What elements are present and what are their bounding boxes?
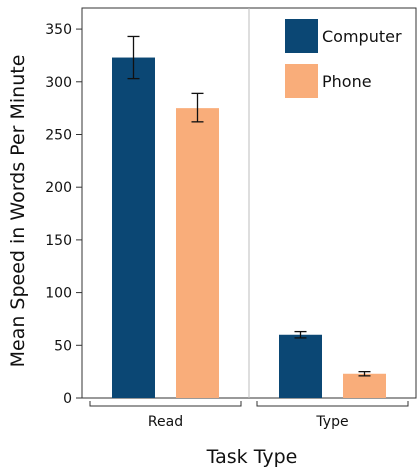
bars xyxy=(112,57,386,399)
y-tick-label-300: 300 xyxy=(45,75,72,91)
category-bracket-type xyxy=(256,401,409,407)
x-axis: Read Type xyxy=(89,401,409,430)
y-tick-label-350: 350 xyxy=(45,22,72,38)
bar-computer-read xyxy=(112,57,155,399)
bar-phone-read xyxy=(176,108,219,398)
bar-phone-type xyxy=(343,373,386,398)
legend-swatch-computer xyxy=(285,19,318,53)
y-tick-label-200: 200 xyxy=(45,180,72,196)
y-tick-label-50: 50 xyxy=(54,338,72,354)
legend-swatch-phone xyxy=(285,64,318,98)
plot-frame xyxy=(81,7,417,399)
category-bracket-read xyxy=(89,401,242,407)
x-category-label-type: Type xyxy=(315,414,348,430)
y-axis-title: Mean Speed in Words Per Minute xyxy=(7,55,29,368)
legend-label-phone: Phone xyxy=(322,72,372,91)
legend-label-computer: Computer xyxy=(322,27,402,46)
bar-computer-type xyxy=(279,334,322,398)
y-tick-label-150: 150 xyxy=(45,233,72,249)
y-axis: 0 50 100 150 200 250 300 350 xyxy=(45,22,82,407)
x-category-label-read: Read xyxy=(148,414,183,430)
x-axis-title: Task Type xyxy=(206,446,298,468)
legend: Computer Phone xyxy=(285,19,402,98)
y-tick-label-100: 100 xyxy=(45,286,72,302)
y-tick-label-250: 250 xyxy=(45,127,72,143)
y-tick-label-0: 0 xyxy=(63,391,72,407)
error-bars xyxy=(127,35,371,377)
